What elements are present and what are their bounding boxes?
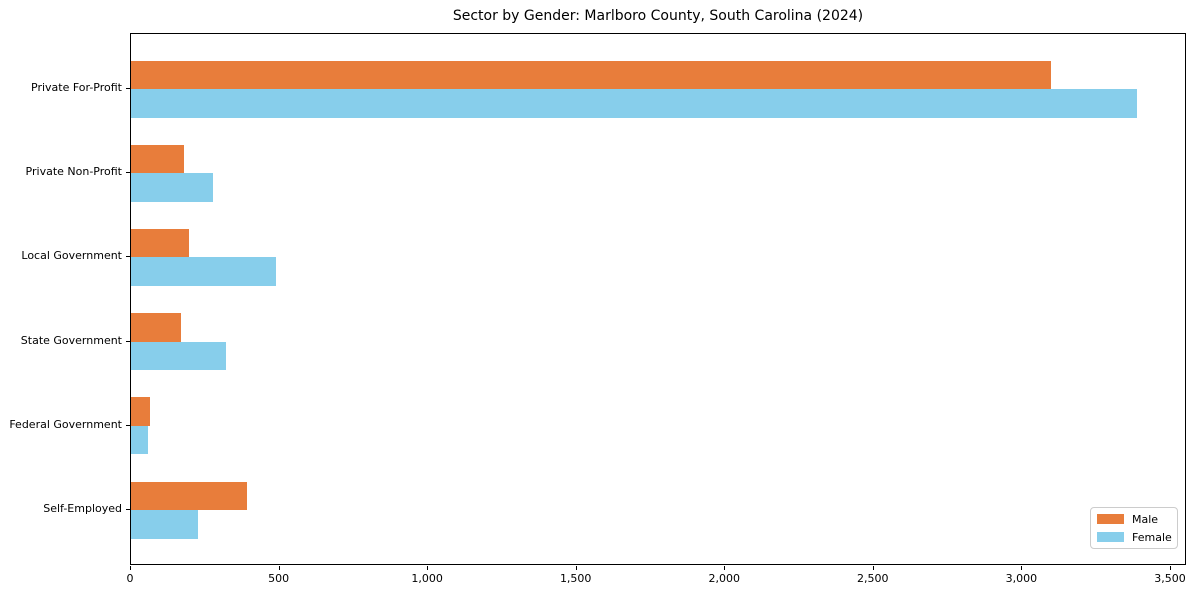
male-swatch-icon <box>1097 514 1124 524</box>
y-tick-label-2: Local Government <box>21 249 122 263</box>
x-tick-label-6: 3,000 <box>1005 572 1038 585</box>
y-tick-label-0: Private For-Profit <box>31 81 122 94</box>
y-tick-mark <box>126 88 130 89</box>
bar-male-4 <box>131 397 150 426</box>
bar-male-3 <box>131 313 181 342</box>
x-tick-mark <box>130 566 131 570</box>
y-tick-label-5: Self-Employed <box>43 502 122 515</box>
y-tick-mark <box>126 172 130 174</box>
legend-label-male: Male <box>1132 512 1159 526</box>
female-swatch-icon <box>1097 532 1124 542</box>
y-tick-label-4: Federal Government <box>9 417 122 431</box>
x-tick-mark <box>872 566 874 570</box>
y-tick-mark <box>126 509 130 510</box>
bar-male-5 <box>131 481 247 510</box>
x-tick-label-1: 500 <box>268 572 290 585</box>
bar-female-2 <box>131 257 276 286</box>
x-tick-mark <box>1170 566 1171 570</box>
legend-label-female: Female <box>1132 530 1172 544</box>
x-tick-label-5: 2,500 <box>857 572 889 585</box>
x-tick-mark <box>278 566 280 570</box>
x-tick-label-2: 1,000 <box>411 572 443 585</box>
bar-female-1 <box>131 173 213 202</box>
y-tick-mark <box>126 424 130 426</box>
bar-male-2 <box>131 228 189 258</box>
x-tick-label-7: 3,500 <box>1154 572 1186 585</box>
bar-female-5 <box>131 510 199 539</box>
y-tick-label-1: Private Non-Profit <box>25 165 122 179</box>
y-tick-mark <box>126 256 130 258</box>
y-tick-mark <box>126 340 130 342</box>
x-tick-mark <box>1021 566 1023 570</box>
legend-entry-female: Female <box>1097 530 1172 544</box>
bar-female-0 <box>131 89 1137 118</box>
x-tick-label-0: 0 <box>126 572 134 585</box>
chart-title: Sector by Gender: Marlboro County, South… <box>452 8 864 24</box>
bar-male-0 <box>131 60 1051 89</box>
x-tick-label-3: 1,500 <box>559 572 592 585</box>
legend: Male Female <box>1090 507 1178 549</box>
x-tick-mark <box>427 566 429 570</box>
bar-female-4 <box>131 425 148 455</box>
y-tick-label-3: State Government <box>20 333 122 347</box>
bar-female-3 <box>131 341 226 371</box>
legend-entry-male: Male <box>1097 513 1171 526</box>
bar-male-1 <box>131 144 184 174</box>
plot-area <box>130 33 1186 565</box>
x-tick-label-4: 2,000 <box>708 572 741 585</box>
x-tick-mark <box>724 566 726 570</box>
x-tick-mark <box>575 566 577 570</box>
